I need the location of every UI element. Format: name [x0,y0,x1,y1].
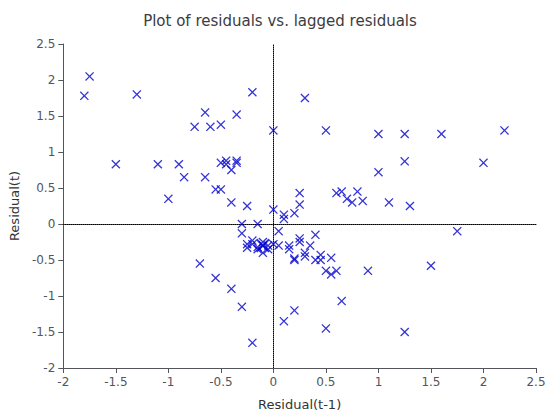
svg-text:-2: -2 [57,375,69,389]
svg-text:-1: -1 [43,289,55,303]
svg-text:-0.5: -0.5 [209,375,232,389]
svg-text:Residual(t-1): Residual(t-1) [258,397,341,412]
svg-text:2: 2 [48,73,56,87]
svg-text:-1: -1 [162,375,174,389]
svg-text:1: 1 [375,375,383,389]
svg-text:1.5: 1.5 [36,109,55,123]
svg-text:Plot of residuals vs. lagged r: Plot of residuals vs. lagged residuals [143,12,417,30]
svg-text:0: 0 [270,375,278,389]
svg-text:0.5: 0.5 [316,375,335,389]
svg-text:2.5: 2.5 [36,37,55,51]
svg-text:-1.5: -1.5 [32,325,55,339]
svg-text:-0.5: -0.5 [32,253,55,267]
svg-text:-1.5: -1.5 [104,375,127,389]
svg-text:Residual(t): Residual(t) [7,171,22,241]
svg-text:1.5: 1.5 [421,375,440,389]
svg-text:0: 0 [48,217,56,231]
svg-text:-2: -2 [43,361,55,375]
svg-text:2: 2 [480,375,488,389]
svg-text:0.5: 0.5 [36,181,55,195]
svg-text:2.5: 2.5 [526,375,545,389]
svg-text:1: 1 [48,145,56,159]
